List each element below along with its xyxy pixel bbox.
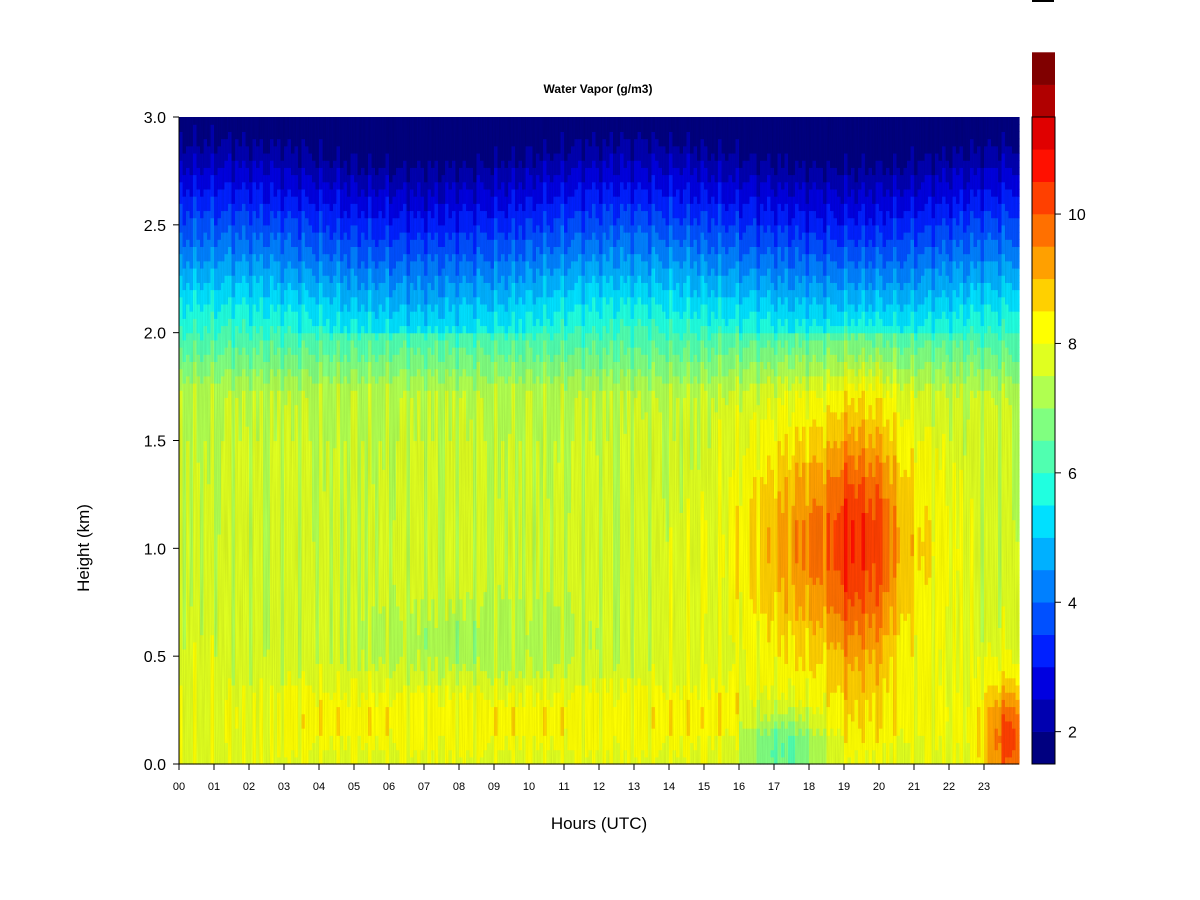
corner-mark (1032, 0, 1054, 2)
chart-title: Water Vapor (g/m3) (544, 82, 653, 96)
